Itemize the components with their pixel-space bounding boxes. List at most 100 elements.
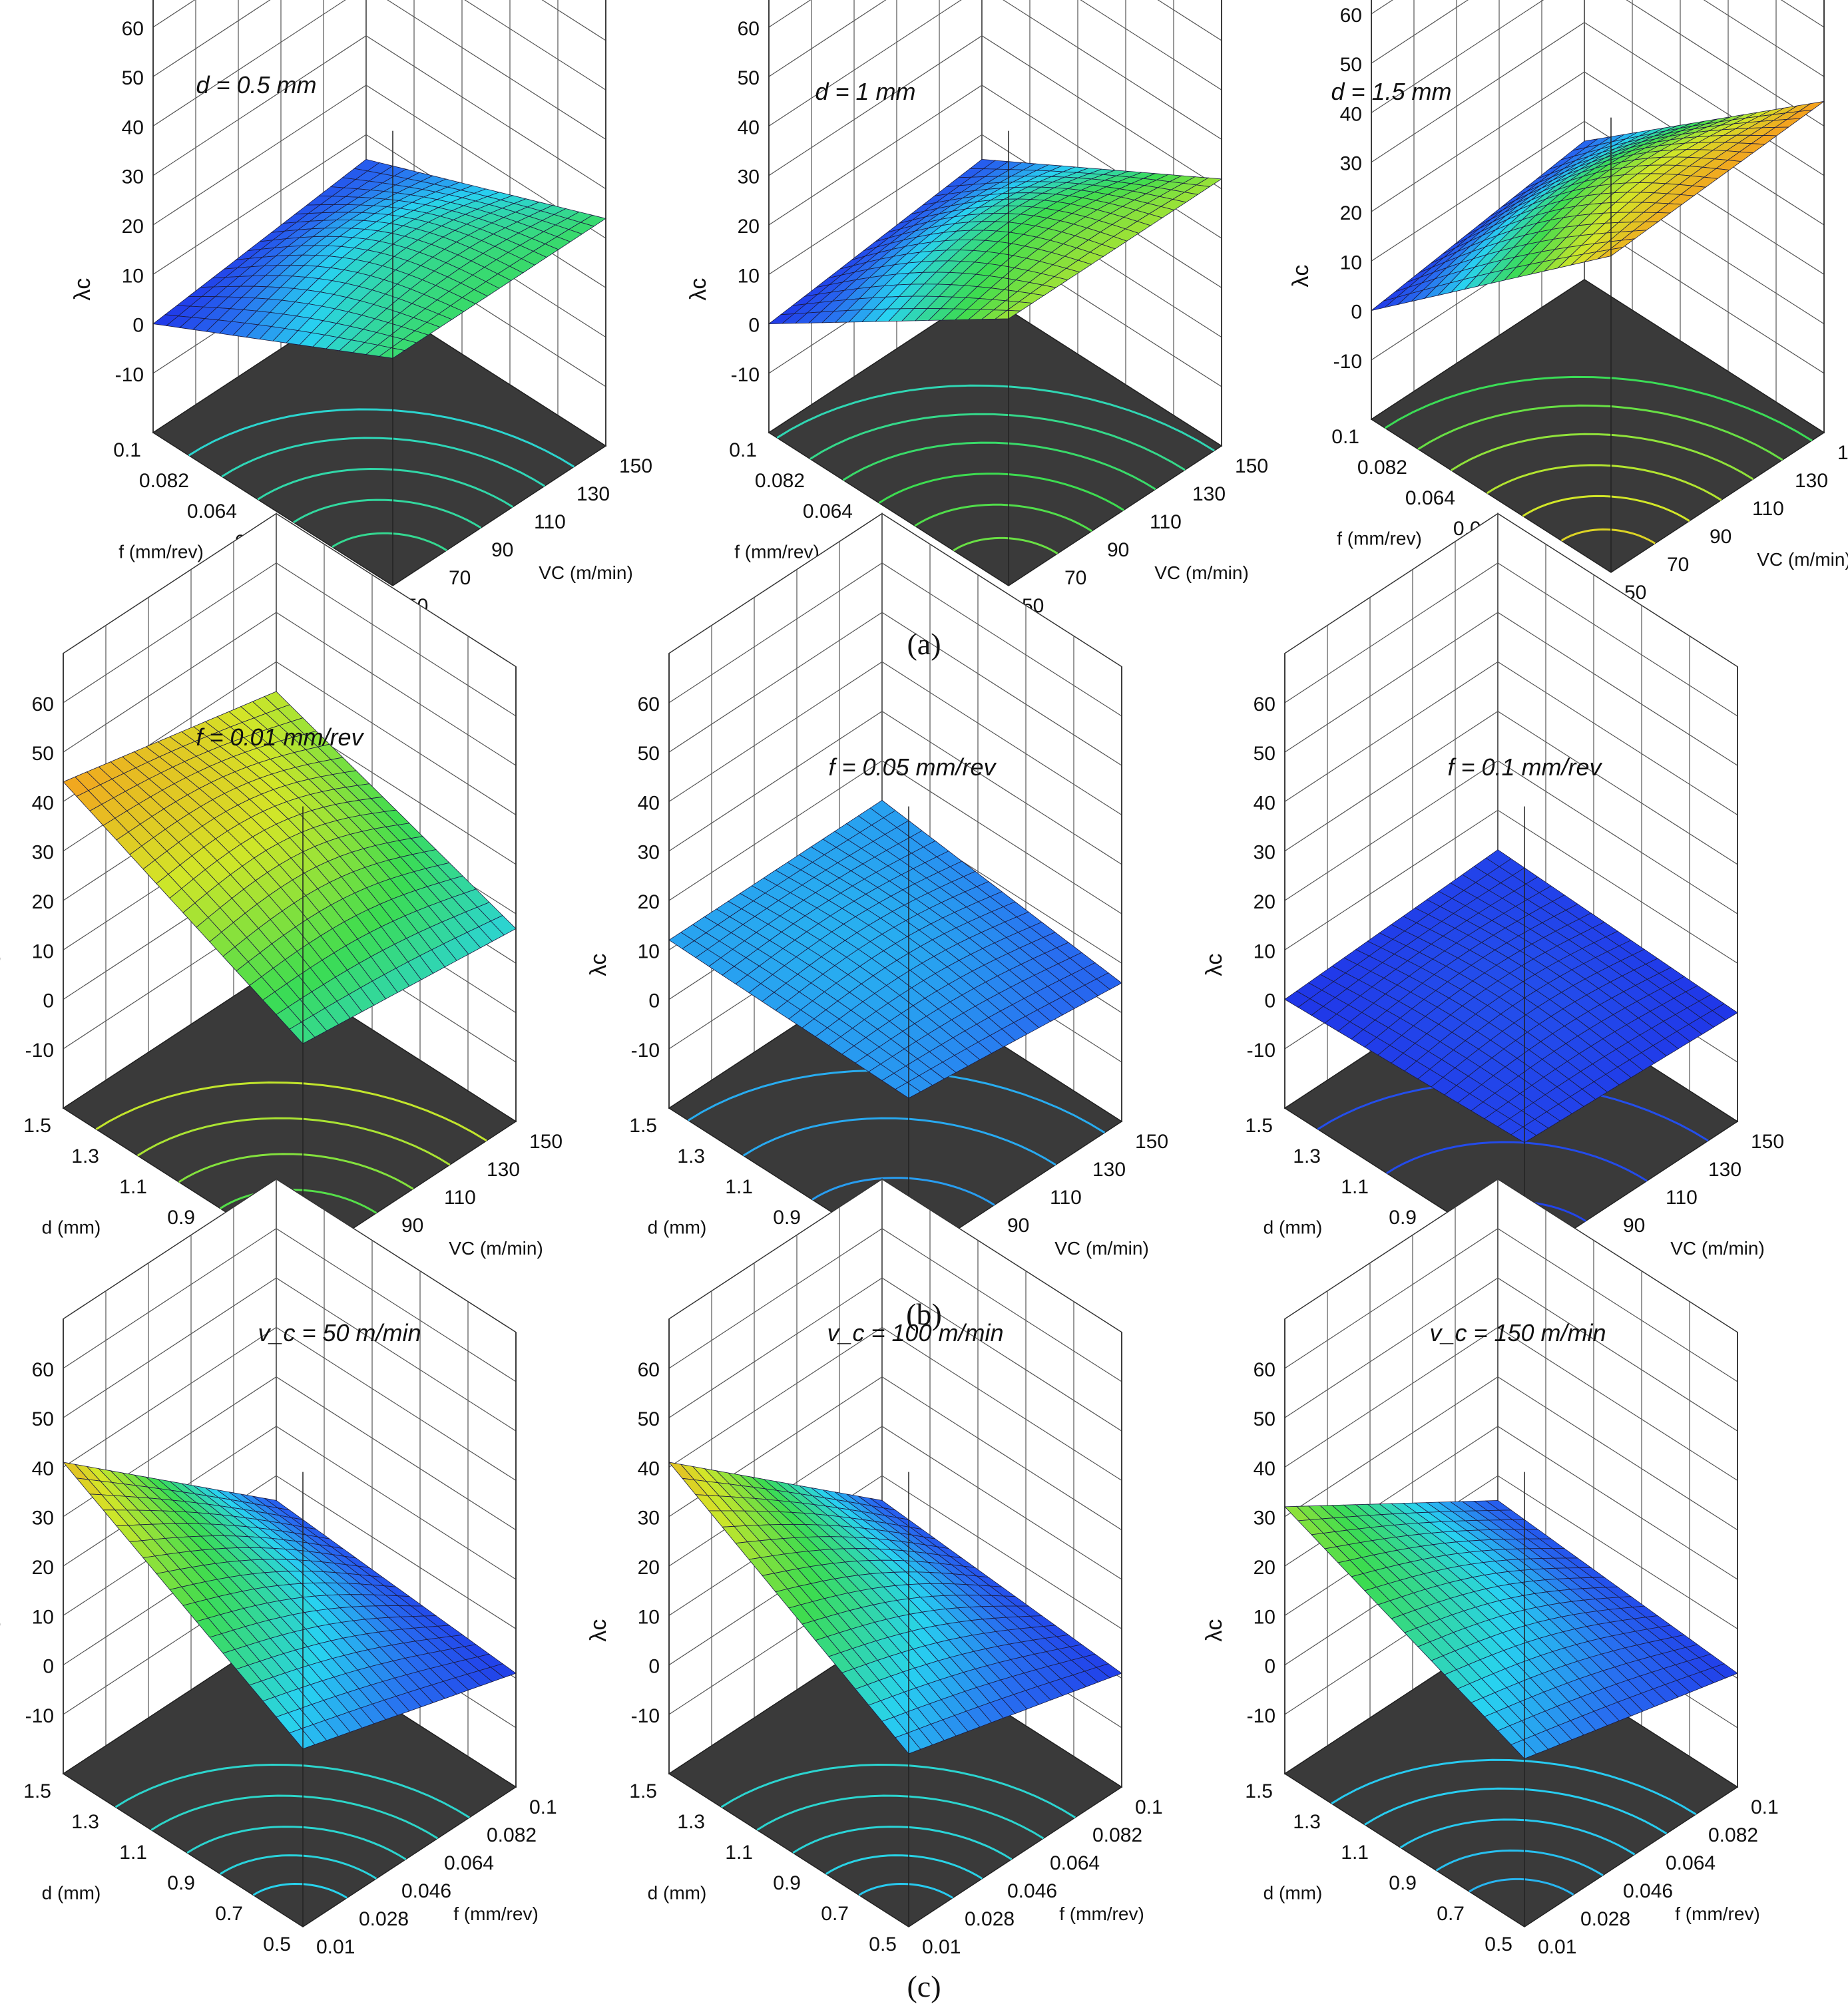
right-axis-tick-label: 150 (1837, 442, 1848, 464)
right-axis-tick-label: 150 (1135, 1131, 1168, 1153)
z-tick-label: 40 (738, 116, 760, 138)
caption-c: (c) (907, 1969, 941, 2003)
wall-gridline (1371, 0, 1825, 77)
right-axis-tick-label: 0.1 (1751, 1796, 1779, 1818)
chart-panel-c1: -10 0 10 20 30 40 50 60 λc 1.5 1.3 1.1 0.9 0.7 0.5 d (m… (0, 1178, 557, 1958)
left-axis-tick-label: 1.3 (677, 1811, 705, 1833)
z-tick-label: 0 (648, 1656, 660, 1678)
chart-title: v_c = 50 m/min (258, 1319, 421, 1346)
z-tick-label: 40 (32, 1458, 54, 1480)
chart-title: f = 0.01 mm/rev (196, 723, 364, 751)
z-tick-label: 50 (1254, 1408, 1275, 1430)
z-tick-label: 30 (1254, 1507, 1275, 1529)
surface-cell (378, 347, 405, 359)
left-axis-tick-label: 0.7 (821, 1903, 849, 1925)
chart-surface (63, 691, 517, 1044)
right-axis-tick-label: 130 (1795, 470, 1828, 492)
z-tick-label: 60 (1254, 694, 1275, 715)
chart-title: v_c = 150 m/min (1429, 1319, 1606, 1346)
z-axis-label: λc (686, 278, 711, 301)
right-axis-tick-label: 150 (529, 1131, 563, 1153)
chart-panel-a2: -100102030405060λc0.10.0820.0640.0460.02… (686, 0, 1268, 617)
right-axis-tick-label: 0.082 (1092, 1824, 1142, 1846)
chart-contour-line (150, 1794, 439, 1840)
z-axis-label: λc (0, 1619, 5, 1642)
right-axis-tick-label: 110 (1666, 1187, 1698, 1209)
left-axis-tick-label: 0.5 (1485, 1933, 1512, 1955)
surface-cell (289, 1728, 316, 1750)
right-axis-tick-label: 0.046 (1623, 1880, 1673, 1902)
left-axis-label: d (mm) (42, 1217, 101, 1238)
chart-title: d = 1.5 mm (1331, 78, 1451, 105)
z-tick-label: -10 (1247, 1705, 1275, 1727)
left-axis-label: f (mm/rev) (118, 542, 204, 562)
z-tick-label: -10 (25, 1705, 54, 1727)
right-axis-tick-label: 110 (444, 1187, 476, 1209)
right-axis-tick-label: 130 (1708, 1159, 1741, 1181)
z-tick-label: 60 (738, 18, 760, 40)
left-axis-tick-label: 0.064 (803, 501, 853, 522)
z-tick-label: -10 (1247, 1040, 1275, 1062)
z-tick-label: 30 (1254, 842, 1275, 864)
z-tick-label: 20 (122, 216, 144, 238)
right-axis-label: VC (m/min) (1054, 1238, 1149, 1259)
right-axis-tick-label: 90 (491, 539, 513, 561)
wall-gridline (768, 0, 1222, 91)
wall-gridline (768, 0, 1222, 140)
chart-contour-line (136, 1117, 451, 1166)
chart-panel-a3: -100102030405060λc0.10.0820.0640.0460.02… (1288, 0, 1848, 604)
z-tick-label: -10 (25, 1040, 54, 1062)
left-axis-tick-label: 0.1 (1331, 426, 1359, 448)
chart-contour-line (95, 1081, 487, 1142)
surface-cell (289, 1022, 316, 1044)
z-tick-label: 60 (638, 694, 660, 715)
chart-contour-line (1469, 1878, 1574, 1896)
z-tick-label: 0 (43, 1656, 54, 1678)
chart-contour-line (914, 503, 1092, 532)
chart-surface (1371, 100, 1825, 311)
chart-contour-line (756, 1794, 1044, 1840)
left-axis-tick-label: 0.9 (1389, 1872, 1417, 1894)
right-axis-tick-label: 0.01 (316, 1936, 355, 1958)
left-axis-tick-label: 0.082 (755, 470, 805, 492)
left-axis-tick-label: 1.5 (23, 1115, 51, 1137)
right-axis-label: f (mm/rev) (1059, 1904, 1144, 1924)
caption-a: (a) (907, 627, 941, 661)
z-tick-label: 20 (1340, 202, 1362, 224)
z-tick-label: 30 (32, 1507, 54, 1529)
chart-contour-line (220, 1189, 377, 1214)
wall-gridline (1371, 0, 1825, 126)
z-tick-label: 20 (32, 891, 54, 913)
z-tick-label: 0 (748, 315, 760, 337)
left-axis-tick-label: 0.1 (113, 439, 141, 461)
left-axis-tick-label: 0.9 (773, 1872, 801, 1894)
left-axis-label: d (mm) (1264, 1883, 1323, 1904)
right-axis-tick-label: 90 (401, 1215, 423, 1237)
z-tick-label: 40 (122, 116, 144, 138)
right-axis-label: VC (m/min) (539, 562, 633, 583)
chart-title: v_c = 100 m/min (827, 1319, 1003, 1346)
left-axis-tick-label: 1.3 (1293, 1145, 1321, 1167)
chart-contour-line (776, 384, 1215, 452)
right-axis-tick-label: 110 (534, 511, 566, 533)
chart-contour-line (1560, 528, 1656, 544)
chart-title: f = 0.1 mm/rev (1447, 753, 1602, 781)
z-tick-label: 10 (32, 1606, 54, 1628)
z-tick-label: 30 (32, 842, 54, 864)
right-axis-tick-label: 110 (1050, 1187, 1082, 1209)
chart-contour-line (858, 1882, 953, 1899)
z-tick-label: 20 (1254, 1557, 1275, 1579)
chart-contour-line (1399, 1818, 1636, 1856)
chart-contour-line (186, 1826, 407, 1860)
chart-surface (768, 158, 1223, 325)
z-tick-label: 10 (1340, 252, 1362, 274)
left-axis-tick-label: 0.1 (729, 439, 757, 461)
z-tick-label: 30 (738, 166, 760, 188)
surface-cell (895, 1732, 921, 1754)
chart-contour-line (1486, 464, 1722, 501)
chart-contour-line (742, 1117, 1056, 1166)
chart-contour-line (115, 1763, 470, 1819)
